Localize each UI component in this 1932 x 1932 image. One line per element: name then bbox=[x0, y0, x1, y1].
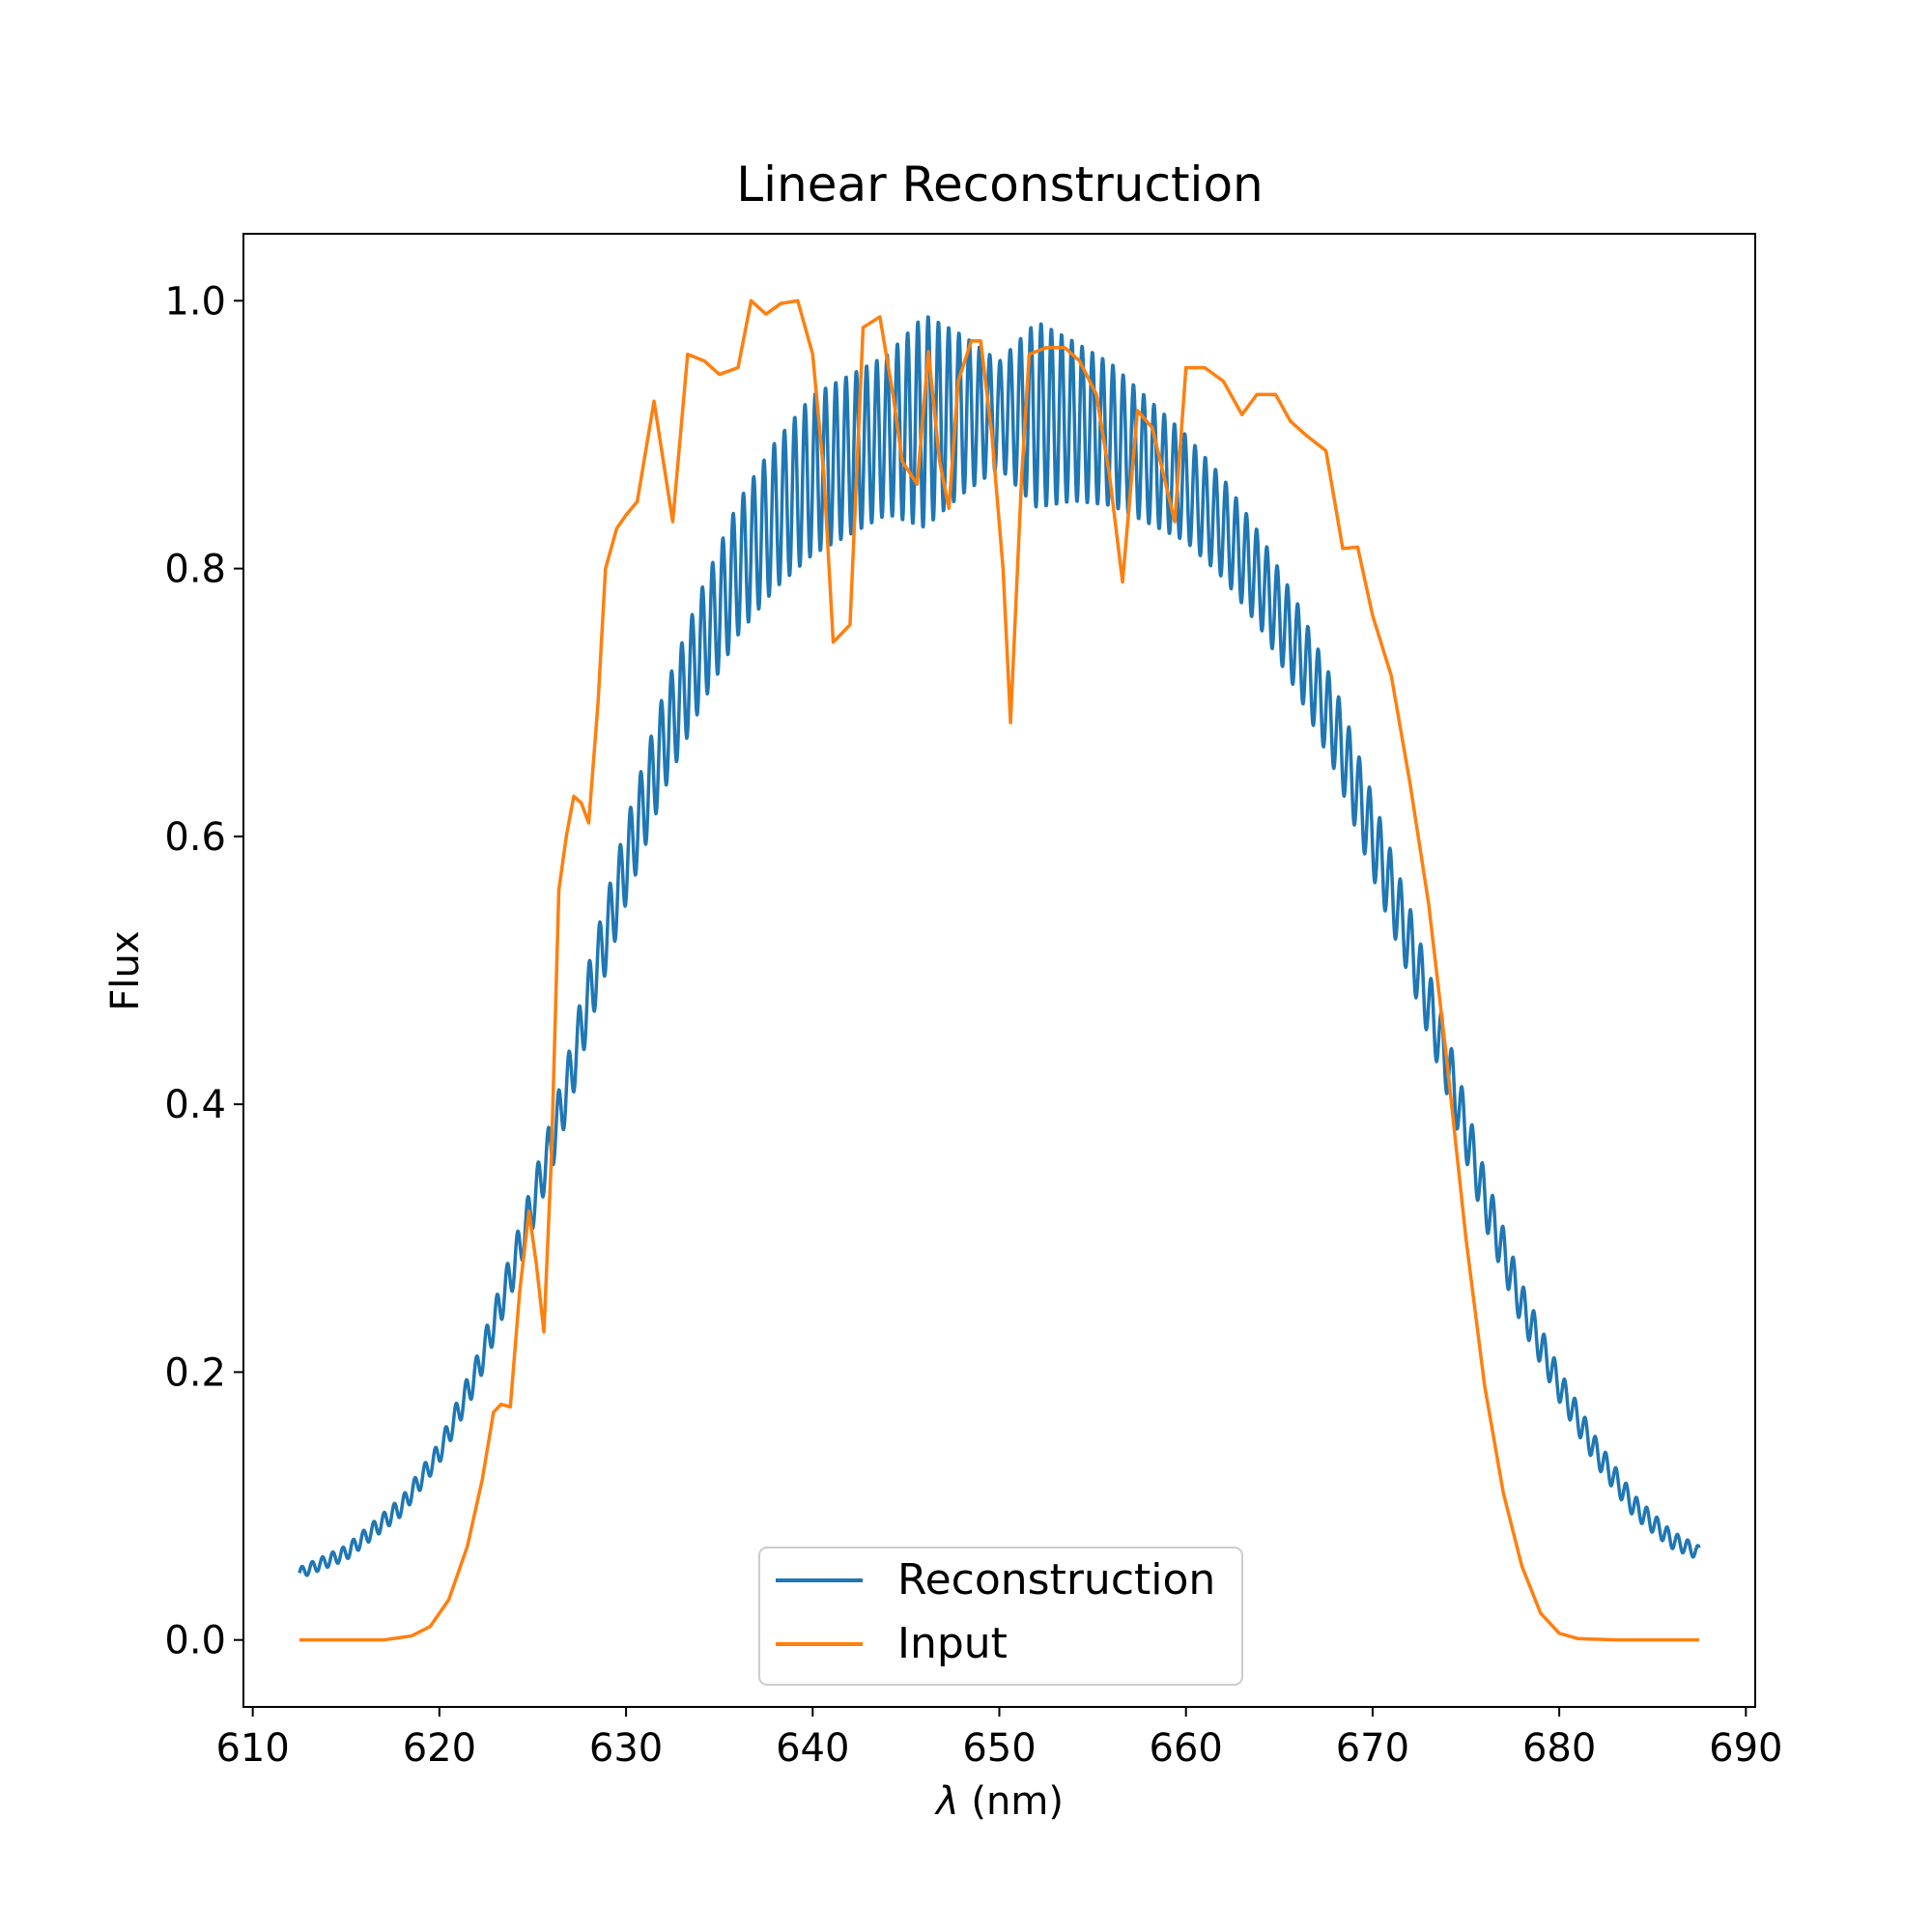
x-tick-label: 630 bbox=[589, 1726, 663, 1771]
x-axis: 610 620 630 640 650 660 670 680 690 bbox=[215, 1707, 1783, 1771]
y-tick-label: 0.8 bbox=[164, 548, 226, 592]
y-tick-label: 0.6 bbox=[164, 815, 226, 860]
x-tick-label: 650 bbox=[962, 1726, 1036, 1771]
x-tick-label: 670 bbox=[1336, 1726, 1409, 1771]
x-axis-label-unit: (nm) bbox=[959, 1779, 1064, 1824]
y-tick-label: 1.0 bbox=[164, 279, 226, 324]
legend: Reconstruction Input bbox=[758, 1547, 1243, 1686]
x-tick-label: 660 bbox=[1150, 1726, 1223, 1771]
chart-title: Linear Reconstruction bbox=[736, 156, 1263, 213]
plot-frame bbox=[242, 233, 1756, 1708]
x-tick-label: 690 bbox=[1709, 1726, 1782, 1771]
y-tick-label: 0.0 bbox=[164, 1619, 226, 1663]
x-tick-label: 680 bbox=[1522, 1726, 1596, 1771]
x-tick-label: 640 bbox=[776, 1726, 849, 1771]
x-tick-label: 620 bbox=[403, 1726, 476, 1771]
y-axis: 0.0 0.2 0.4 0.6 0.8 1.0 bbox=[164, 279, 243, 1663]
x-tick-label: 610 bbox=[215, 1726, 289, 1771]
legend-box bbox=[758, 1547, 1243, 1686]
x-axis-label-symbol: λ bbox=[934, 1779, 959, 1824]
y-tick-label: 0.2 bbox=[164, 1350, 226, 1395]
y-axis-label: Flux bbox=[103, 930, 148, 1010]
y-tick-label: 0.4 bbox=[164, 1083, 226, 1127]
x-axis-label: λ (nm) bbox=[934, 1779, 1064, 1824]
series-line-input bbox=[298, 298, 1700, 1642]
legend-label-input: Input bbox=[897, 1619, 1008, 1668]
plot-series bbox=[298, 298, 1701, 1642]
legend-label-reconstruction: Reconstruction bbox=[897, 1555, 1215, 1605]
